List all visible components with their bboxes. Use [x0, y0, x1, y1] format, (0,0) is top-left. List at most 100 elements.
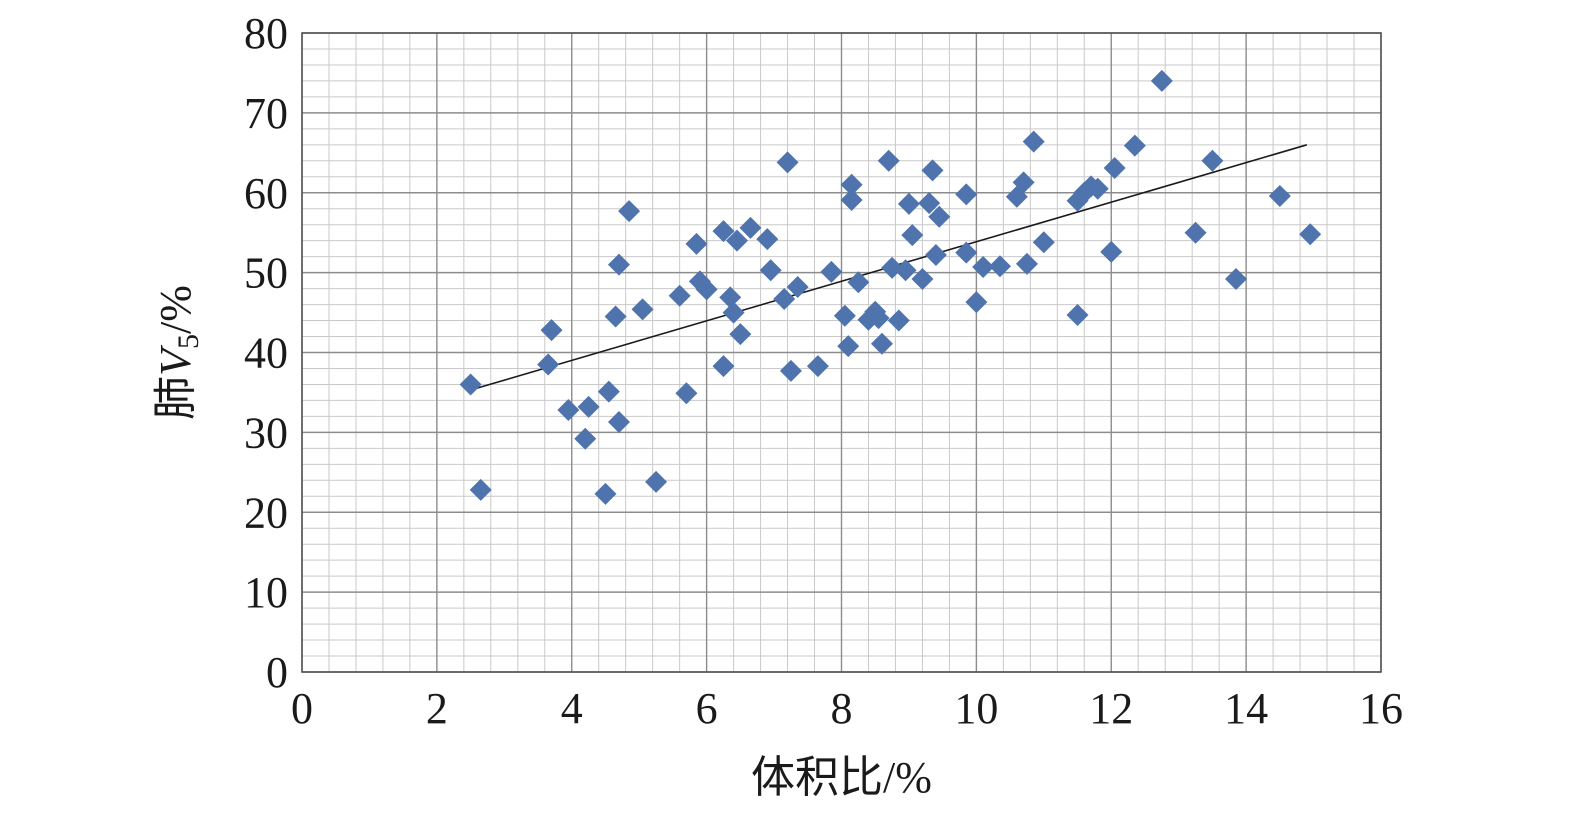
- data-point: [1268, 184, 1291, 207]
- data-point: [1032, 231, 1055, 254]
- data-point: [1150, 69, 1173, 92]
- data-point: [695, 278, 718, 301]
- data-point: [820, 260, 843, 283]
- plot-area-frame: [301, 32, 1382, 673]
- x-tick-label: 16: [1359, 684, 1403, 733]
- data-point: [894, 259, 917, 282]
- data-point: [965, 291, 988, 314]
- x-axis-title: 体积比/%: [751, 753, 932, 802]
- data-point: [867, 307, 890, 330]
- y-tick-label: 60: [244, 169, 288, 218]
- data-point: [618, 200, 641, 223]
- y-axis-tick-labels: 0 10 20 30 40 50 60 70 80: [244, 9, 288, 697]
- y-axis-title-variable: V: [151, 344, 200, 376]
- data-point: [1184, 221, 1207, 244]
- data-point: [773, 287, 796, 310]
- data-point: [1022, 130, 1045, 153]
- x-tick-label: 4: [561, 684, 583, 733]
- y-axis-title-prefix: 肺: [151, 376, 200, 420]
- y-tick-label: 40: [244, 329, 288, 378]
- x-tick-label: 6: [696, 684, 718, 733]
- data-point: [719, 286, 742, 309]
- x-tick-label: 14: [1224, 684, 1268, 733]
- data-point: [840, 188, 863, 211]
- data-point: [806, 355, 829, 378]
- y-axis-title: 肺V5/%: [151, 285, 205, 420]
- data-point: [607, 253, 630, 276]
- data-point: [1100, 240, 1123, 263]
- data-point: [594, 482, 617, 505]
- data-point: [604, 305, 627, 328]
- data-point: [1086, 177, 1109, 200]
- data-point: [840, 173, 863, 196]
- data-point: [779, 359, 802, 382]
- x-tick-label: 12: [1089, 684, 1133, 733]
- y-tick-label: 80: [244, 9, 288, 58]
- data-point: [870, 332, 893, 355]
- data-point: [685, 232, 708, 255]
- data-point: [712, 355, 735, 378]
- data-point: [729, 323, 752, 346]
- data-point: [955, 183, 978, 206]
- data-point: [631, 298, 654, 321]
- x-axis-tick-labels: 0 2 4 6 8 10 12 14 16: [291, 684, 1403, 733]
- data-point: [739, 216, 762, 239]
- y-tick-label: 70: [244, 89, 288, 138]
- data-point: [469, 478, 492, 501]
- data-point: [897, 192, 920, 215]
- data-point: [901, 224, 924, 247]
- data-point: [918, 192, 941, 215]
- x-tick-label: 2: [426, 684, 448, 733]
- data-point: [911, 268, 934, 291]
- y-tick-label: 50: [244, 249, 288, 298]
- data-point: [712, 220, 735, 243]
- data-point: [722, 301, 745, 324]
- data-point: [955, 241, 978, 264]
- data-point: [675, 382, 698, 405]
- data-point: [597, 380, 620, 403]
- data-point: [537, 353, 560, 376]
- data-point: [881, 256, 904, 279]
- data-point: [1123, 134, 1146, 157]
- data-point: [1066, 303, 1089, 326]
- data-point: [577, 395, 600, 418]
- data-point: [988, 255, 1011, 278]
- data-point: [557, 399, 580, 422]
- data-point: [877, 149, 900, 172]
- data-point: [786, 276, 809, 299]
- data-point: [759, 259, 782, 282]
- x-tick-label: 10: [954, 684, 998, 733]
- data-point: [725, 229, 748, 252]
- data-point: [928, 205, 951, 228]
- data-point: [540, 319, 563, 342]
- data-point: [1015, 252, 1038, 275]
- data-point: [574, 427, 597, 450]
- data-point: [837, 335, 860, 358]
- x-tick-label: 0: [291, 684, 313, 733]
- data-point: [833, 304, 856, 327]
- data-point: [1201, 149, 1224, 172]
- data-point: [972, 256, 995, 279]
- data-point: [645, 470, 668, 493]
- x-tick-label: 8: [831, 684, 853, 733]
- data-point: [847, 271, 870, 294]
- data-point: [1225, 268, 1248, 291]
- data-point: [1103, 156, 1126, 179]
- data-point: [921, 159, 944, 182]
- data-point: [1012, 171, 1035, 194]
- data-points: [459, 69, 1322, 505]
- y-tick-label: 30: [244, 408, 288, 457]
- y-axis-title-subscript: 5: [172, 334, 205, 349]
- y-tick-label: 10: [244, 568, 288, 617]
- data-point: [776, 151, 799, 174]
- y-tick-label: 20: [244, 488, 288, 537]
- data-point: [1299, 223, 1322, 246]
- data-point: [607, 410, 630, 433]
- data-point: [756, 228, 779, 251]
- data-point: [887, 309, 910, 332]
- data-point: [924, 244, 947, 267]
- data-point: [668, 284, 691, 307]
- y-tick-label: 0: [266, 648, 288, 697]
